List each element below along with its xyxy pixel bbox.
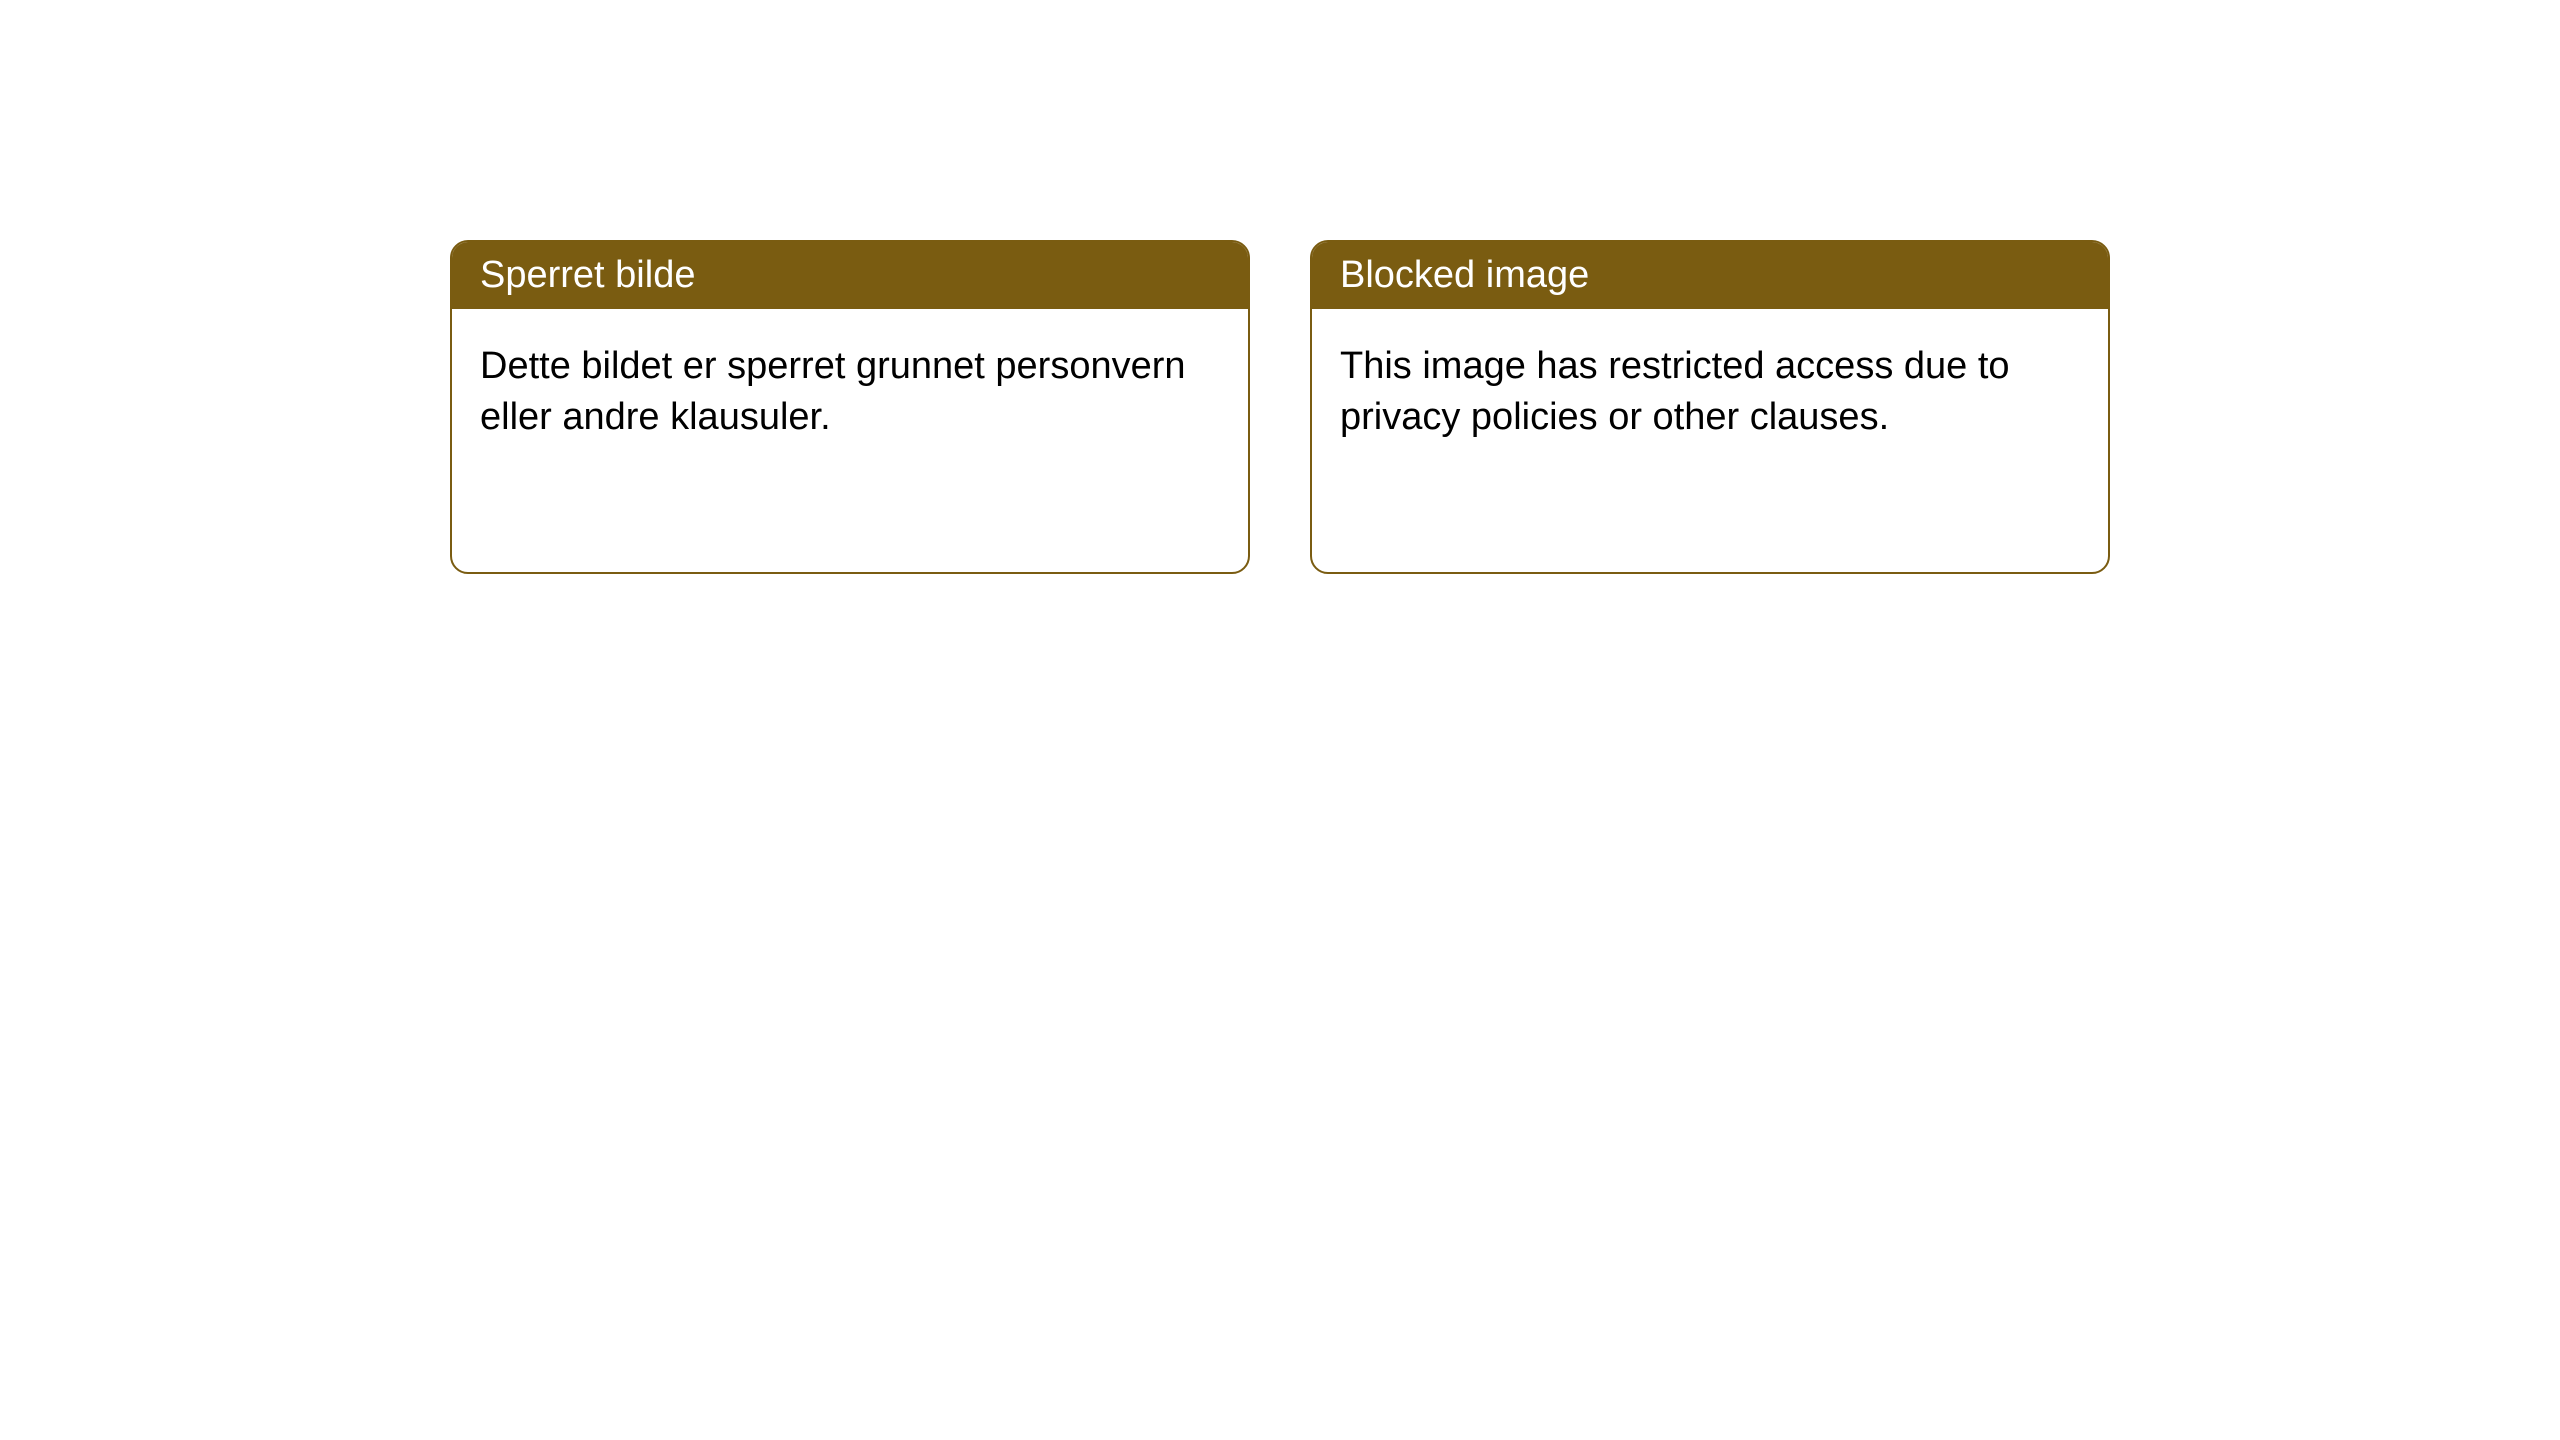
card-text-norwegian: Dette bildet er sperret grunnet personve… [480, 345, 1186, 438]
card-body-norwegian: Dette bildet er sperret grunnet personve… [452, 309, 1248, 476]
cards-container: Sperret bilde Dette bildet er sperret gr… [450, 240, 2560, 574]
card-header-norwegian: Sperret bilde [452, 242, 1248, 309]
card-title-english: Blocked image [1340, 254, 1589, 296]
card-english: Blocked image This image has restricted … [1310, 240, 2110, 574]
card-body-english: This image has restricted access due to … [1312, 309, 2108, 476]
card-text-english: This image has restricted access due to … [1340, 345, 2010, 438]
card-header-english: Blocked image [1312, 242, 2108, 309]
card-title-norwegian: Sperret bilde [480, 254, 695, 296]
card-norwegian: Sperret bilde Dette bildet er sperret gr… [450, 240, 1250, 574]
